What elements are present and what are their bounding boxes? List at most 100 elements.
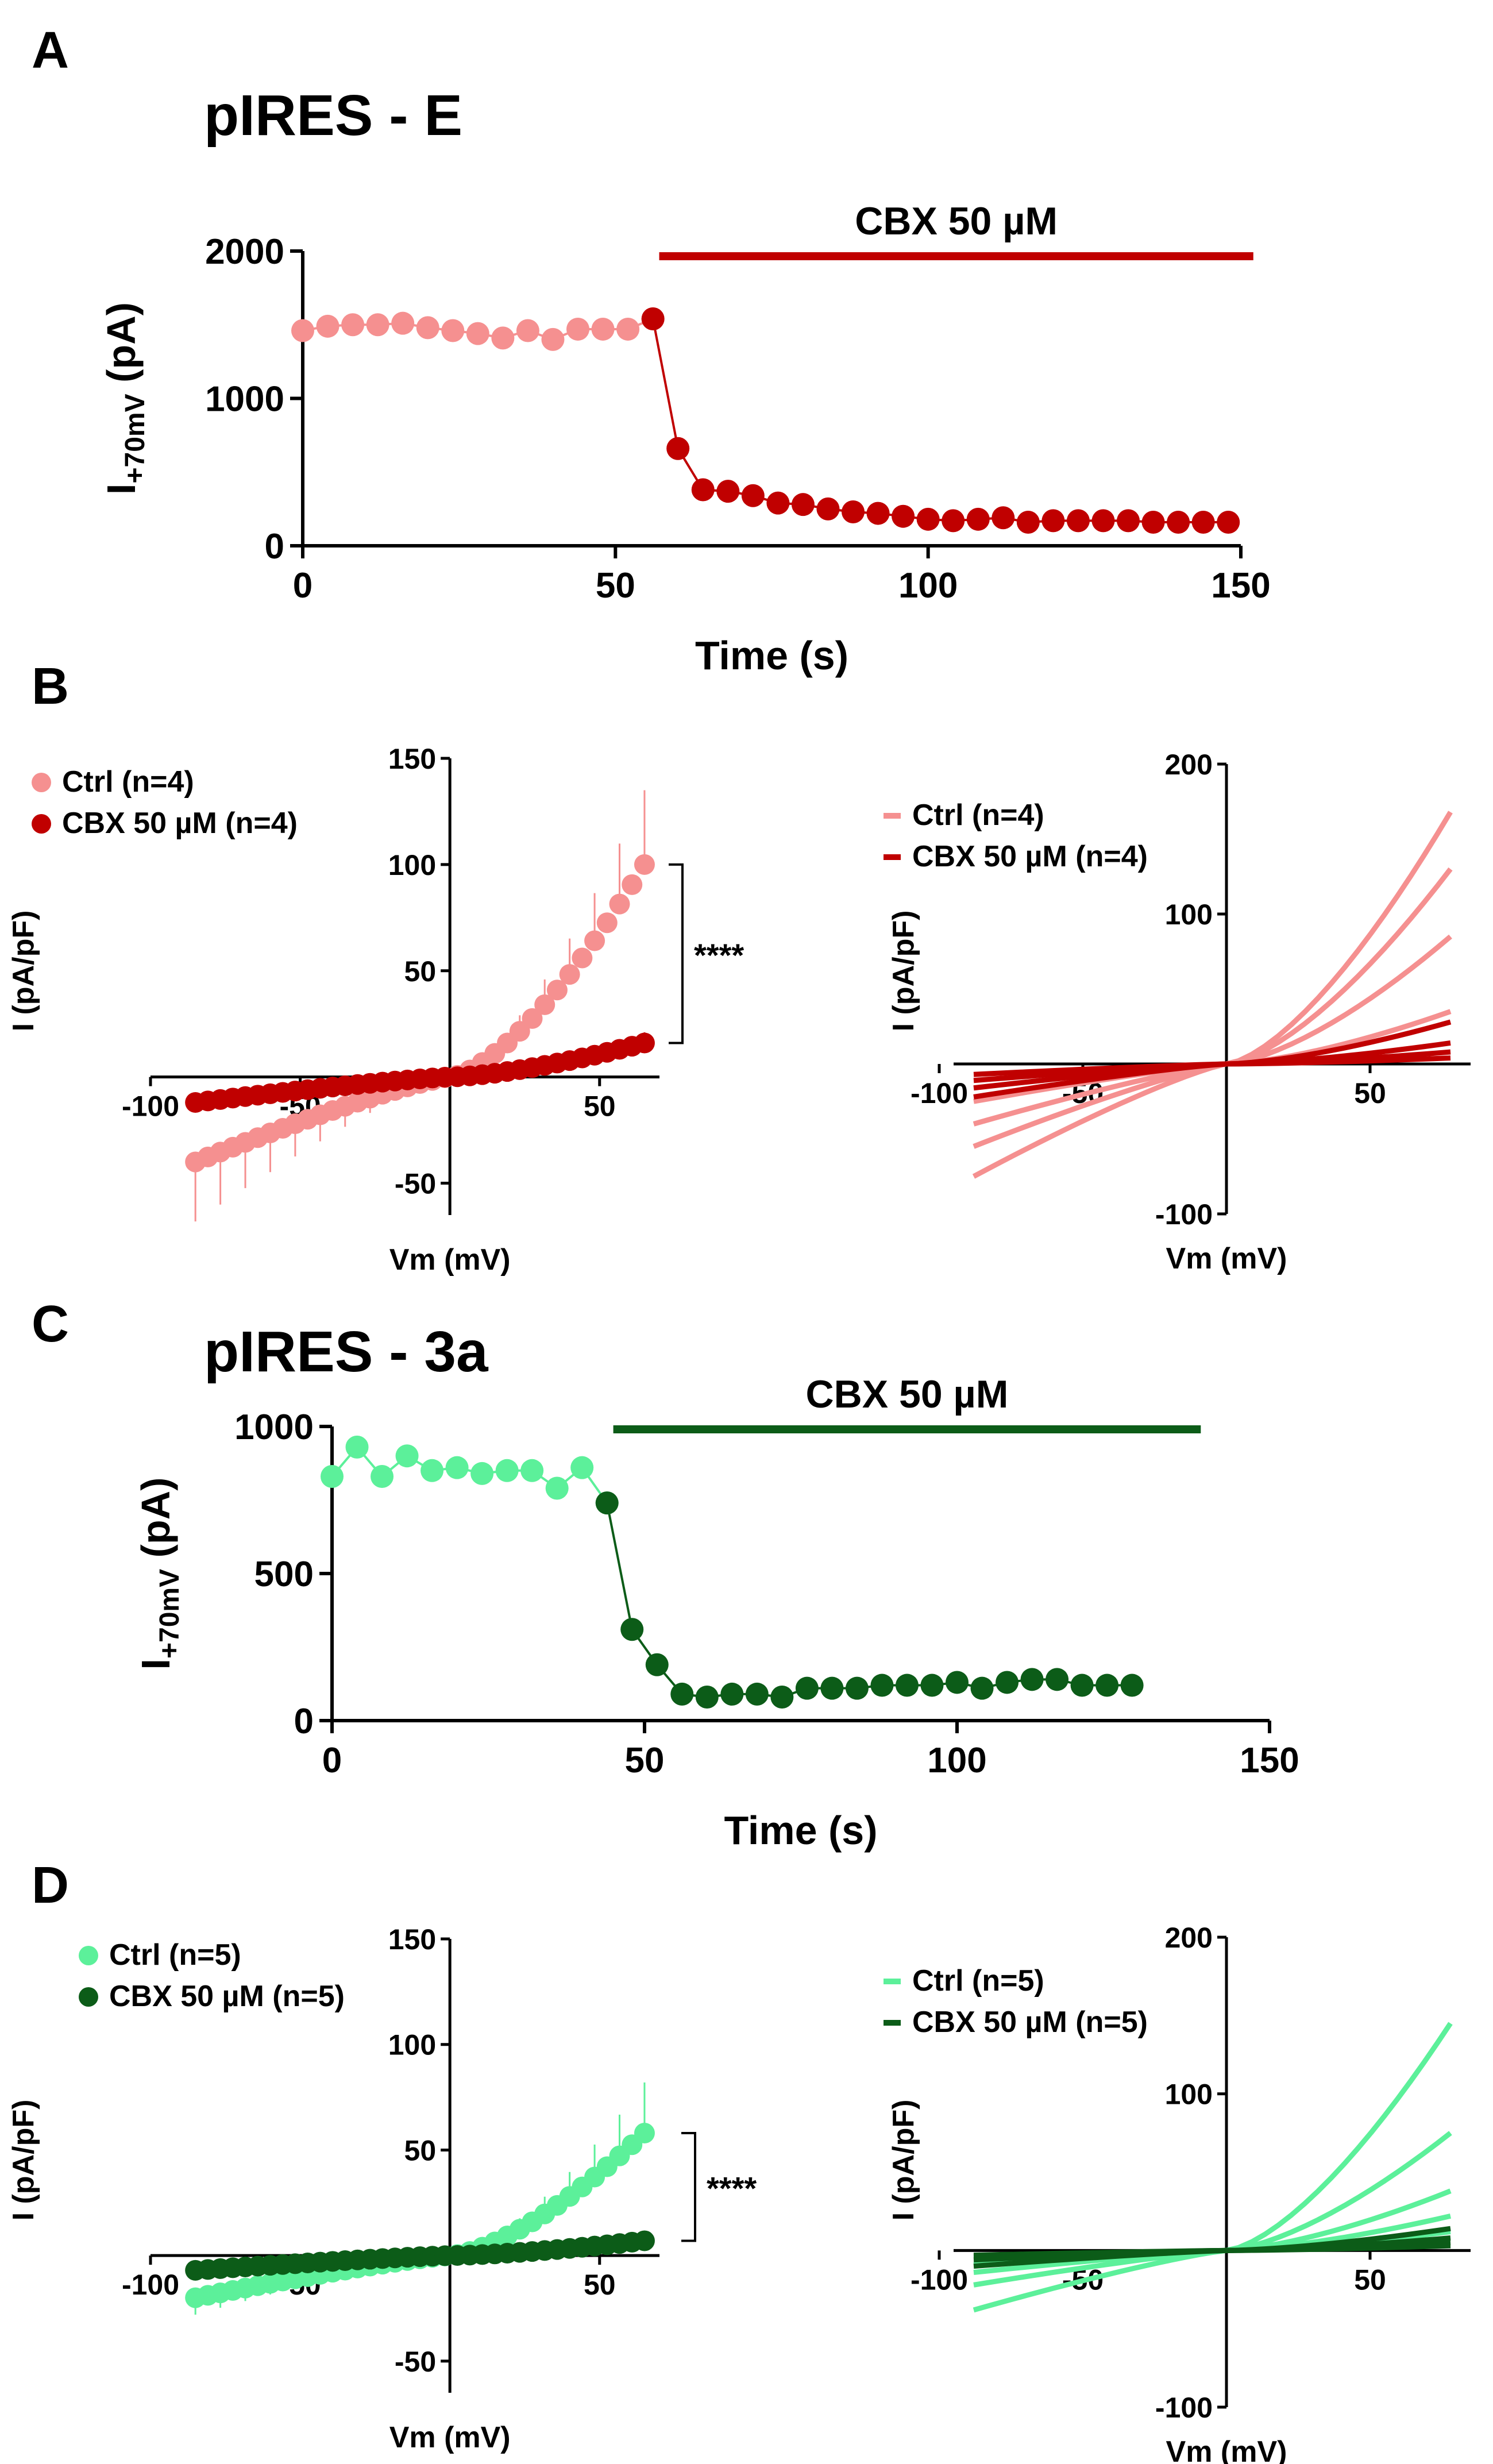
cbx-point: [895, 1673, 919, 1697]
cbx-point: [634, 2230, 655, 2251]
y-tick-label: 200: [1165, 1922, 1213, 1954]
y-tick-label: 50: [404, 955, 437, 988]
y-axis-label-main: I: [133, 1659, 178, 1669]
cbx-point: [1141, 510, 1165, 534]
cbx-point: [634, 1032, 655, 1054]
y-tick-label: 200: [1165, 749, 1213, 781]
y-tick-label: 1000: [234, 1408, 314, 1447]
x-tick-label: 50: [625, 1741, 665, 1780]
x-axis-label: Time (s): [695, 633, 848, 678]
legend-label: CBX 50 µM (n=4): [62, 807, 298, 840]
ctrl-point: [522, 1008, 543, 1029]
cbx-point: [716, 480, 740, 503]
cbx-point: [1120, 1673, 1144, 1697]
x-tick-label: 150: [1240, 1741, 1299, 1780]
cbx-point: [920, 1673, 944, 1697]
cbx-point: [1041, 509, 1065, 533]
x-tick-label: 50: [584, 2269, 616, 2301]
x-tick-label: -100: [122, 2269, 179, 2301]
ctrl-point: [616, 317, 640, 341]
cbx-annotation: CBX 50 µM: [855, 199, 1058, 243]
cbx-point: [966, 507, 990, 531]
x-axis-label: Vm (mV): [389, 1243, 511, 1277]
y-tick-label: -100: [1155, 2392, 1213, 2424]
y-axis-label: I (pA/pF): [7, 911, 40, 1032]
cbx-point: [842, 500, 865, 524]
x-tick-label: 50: [584, 1090, 616, 1123]
ctrl-point: [541, 327, 565, 351]
x-tick-label: -100: [122, 1090, 179, 1123]
x-tick-label: 100: [898, 566, 958, 606]
y-axis-label: I+70mV (pA): [133, 1478, 185, 1670]
y-tick-label: 100: [1165, 899, 1213, 931]
cbx-point: [645, 1653, 669, 1676]
cbx-trace: [973, 1055, 1451, 1077]
ctrl-point: [634, 854, 655, 875]
significance-bracket: [681, 2132, 696, 2242]
cbx-point: [870, 1673, 894, 1697]
y-tick-label: 0: [294, 1702, 314, 1741]
legend-marker: [32, 814, 51, 834]
panel-letter: B: [32, 658, 69, 715]
cbx-point: [1191, 510, 1215, 534]
legend-label: CBX 50 µM (n=4): [912, 840, 1148, 873]
cbx-point: [1217, 510, 1240, 534]
y-axis-label: I+70mV (pA): [99, 302, 151, 495]
ctrl-point: [509, 1021, 530, 1042]
significance-bracket: [669, 863, 684, 1044]
panel-letter: D: [32, 1857, 69, 1914]
cbx-point: [1070, 1673, 1094, 1697]
x-tick-label: 150: [1211, 566, 1270, 606]
cbx-point: [970, 1676, 994, 1700]
y-tick-label: 500: [254, 1555, 314, 1594]
cbx-point: [1095, 1673, 1119, 1697]
cbx-point: [1016, 510, 1040, 534]
ctrl-point: [559, 964, 580, 985]
x-tick-label: 50: [596, 566, 635, 606]
cbx-point: [720, 1682, 744, 1706]
cbx-point: [1066, 509, 1090, 533]
y-tick-label: 150: [388, 743, 436, 775]
ctrl-point: [570, 1456, 594, 1479]
cbx-trace: [973, 2243, 1451, 2258]
ctrl-point: [622, 874, 643, 895]
ctrl-point: [345, 1435, 369, 1459]
cbx-point: [770, 1686, 794, 1709]
panel-title: pIRES - E: [204, 83, 462, 148]
cbx-point: [1020, 1668, 1044, 1691]
y-axis-label: I (pA/pF): [7, 2100, 40, 2221]
x-tick-label: -100: [911, 1077, 968, 1109]
ctrl-point: [395, 1444, 419, 1468]
ctrl-point: [416, 316, 439, 340]
y-tick-label: 0: [265, 527, 284, 566]
y-tick-label: -50: [395, 1168, 436, 1200]
ctrl-point: [341, 313, 365, 337]
y-tick-label: -100: [1155, 1198, 1213, 1231]
legend-label: Ctrl (n=4): [912, 799, 1044, 832]
cbx-point: [942, 509, 965, 533]
y-tick-label: 2000: [205, 232, 284, 272]
y-tick-label: 150: [388, 1923, 436, 1956]
cbx-point: [916, 507, 940, 531]
cbx-point: [1117, 509, 1140, 533]
legend-label: Ctrl (n=4): [62, 765, 194, 799]
x-tick-label: 0: [322, 1741, 342, 1780]
ctrl-point: [516, 319, 539, 342]
y-axis-label: I (pA/pF): [887, 911, 920, 1032]
series-line: [605, 1502, 1132, 1699]
x-tick-label: 0: [293, 566, 313, 606]
x-axis-label: Vm (mV): [1166, 1242, 1287, 1275]
x-tick-label: 50: [1354, 2264, 1386, 2296]
y-axis-label-sub: +70mV: [155, 1569, 185, 1659]
ctrl-point: [316, 314, 340, 338]
legend-marker: [79, 1987, 98, 2007]
panel-title: pIRES - 3a: [204, 1320, 489, 1384]
panel-letter: C: [32, 1295, 69, 1353]
x-axis-label: Time (s): [724, 1808, 877, 1853]
ctrl-point: [572, 947, 593, 969]
cbx-point: [992, 506, 1015, 530]
